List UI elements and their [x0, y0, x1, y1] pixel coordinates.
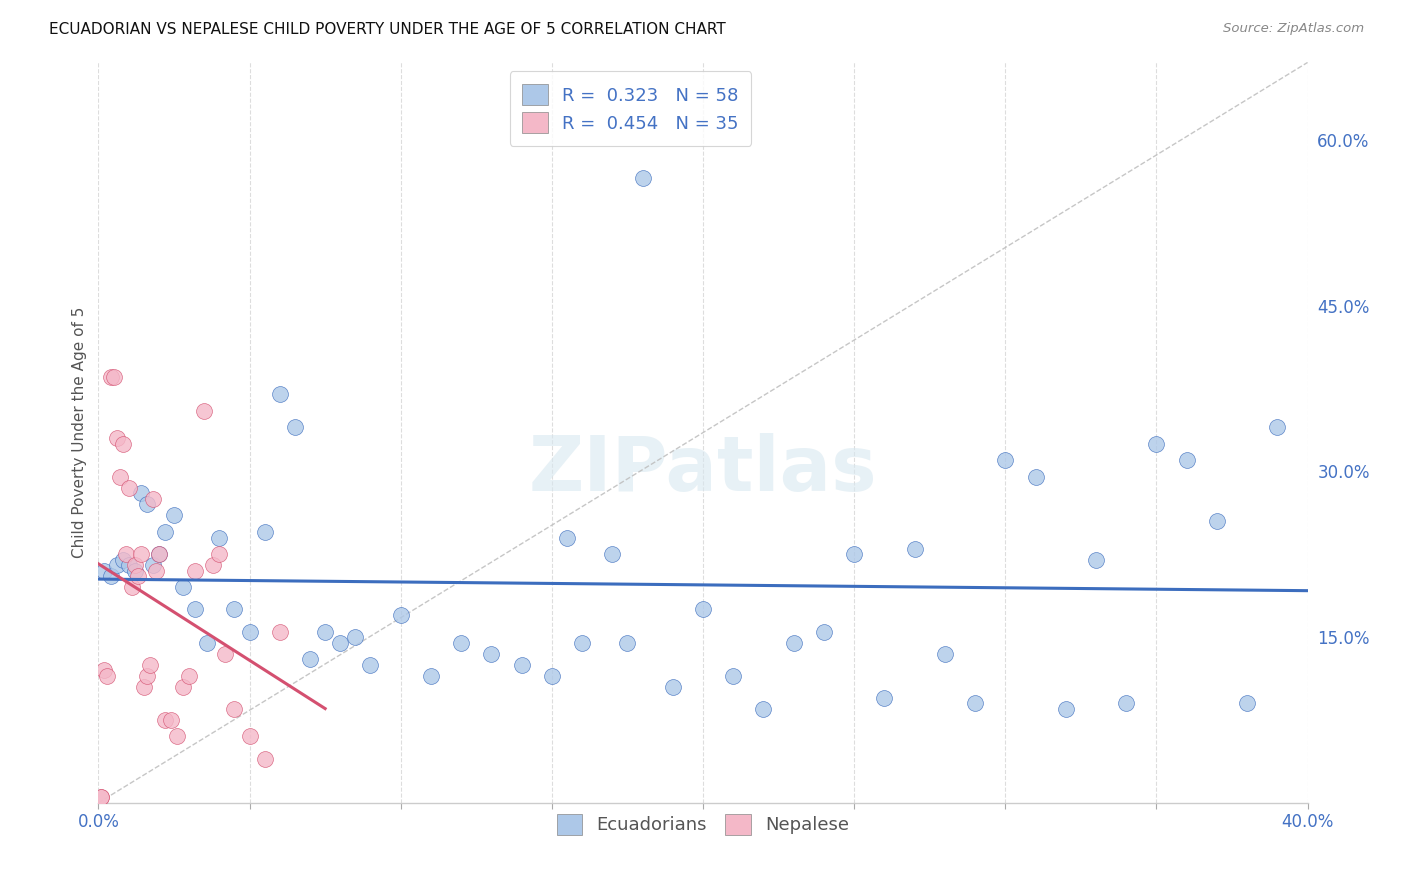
Point [284, 420, 307, 434]
Point [965, 697, 987, 711]
Point [269, 624, 291, 639]
Point [555, 531, 578, 545]
Point [1236, 697, 1258, 711]
Point [692, 602, 714, 616]
Y-axis label: Child Poverty Under the Age of 5: Child Poverty Under the Age of 5 [72, 307, 87, 558]
Point [118, 558, 141, 573]
Point [269, 387, 291, 401]
Point [153, 713, 176, 727]
Point [813, 624, 835, 639]
Point [208, 547, 231, 561]
Point [135, 669, 157, 683]
Point [873, 690, 896, 705]
Point [1144, 436, 1167, 450]
Point [179, 669, 201, 683]
Text: ZIPatlas: ZIPatlas [529, 433, 877, 507]
Point [202, 558, 225, 573]
Point [135, 498, 157, 512]
Point [571, 635, 593, 649]
Point [1175, 453, 1198, 467]
Point [142, 491, 165, 506]
Point [100, 569, 122, 583]
Point [105, 431, 128, 445]
Point [314, 624, 336, 639]
Point [93, 564, 115, 578]
Point [752, 702, 775, 716]
Point [723, 669, 745, 683]
Point [193, 403, 215, 417]
Point [139, 657, 162, 672]
Point [631, 171, 654, 186]
Point [129, 486, 152, 500]
Point [904, 541, 927, 556]
Point [93, 663, 115, 677]
Point [602, 547, 624, 561]
Point [329, 635, 352, 649]
Point [934, 647, 956, 661]
Point [389, 607, 412, 622]
Point [129, 547, 152, 561]
Legend: Ecuadorians, Nepalese: Ecuadorians, Nepalese [546, 803, 860, 846]
Point [344, 630, 367, 644]
Point [299, 652, 322, 666]
Point [481, 647, 503, 661]
Point [103, 370, 125, 384]
Point [214, 647, 236, 661]
Point [540, 669, 562, 683]
Point [208, 531, 231, 545]
Point [616, 635, 638, 649]
Point [253, 751, 276, 765]
Point [166, 730, 188, 744]
Point [1054, 702, 1077, 716]
Text: Source: ZipAtlas.com: Source: ZipAtlas.com [1223, 22, 1364, 36]
Point [111, 552, 134, 566]
Point [108, 470, 131, 484]
Point [132, 680, 155, 694]
Point [184, 602, 207, 616]
Point [121, 580, 143, 594]
Point [450, 635, 472, 649]
Point [253, 524, 276, 539]
Point [111, 436, 134, 450]
Point [96, 669, 118, 683]
Point [661, 680, 683, 694]
Point [1024, 470, 1046, 484]
Point [239, 730, 262, 744]
Point [420, 669, 443, 683]
Point [783, 635, 806, 649]
Point [239, 624, 262, 639]
Point [90, 790, 112, 805]
Point [1267, 420, 1289, 434]
Point [1085, 552, 1108, 566]
Point [360, 657, 382, 672]
Point [100, 370, 122, 384]
Point [224, 702, 246, 716]
Point [184, 564, 207, 578]
Point [142, 558, 165, 573]
Point [148, 547, 170, 561]
Point [844, 547, 866, 561]
Point [153, 524, 176, 539]
Point [124, 558, 146, 573]
Point [224, 602, 246, 616]
Point [172, 580, 194, 594]
Point [124, 564, 146, 578]
Point [90, 790, 112, 805]
Text: ECUADORIAN VS NEPALESE CHILD POVERTY UNDER THE AGE OF 5 CORRELATION CHART: ECUADORIAN VS NEPALESE CHILD POVERTY UND… [49, 22, 725, 37]
Point [172, 680, 194, 694]
Point [145, 564, 167, 578]
Point [195, 635, 218, 649]
Point [114, 547, 136, 561]
Point [105, 558, 128, 573]
Point [127, 569, 149, 583]
Point [118, 481, 141, 495]
Point [163, 508, 186, 523]
Point [1206, 514, 1229, 528]
Point [148, 547, 170, 561]
Point [160, 713, 183, 727]
Point [1115, 697, 1137, 711]
Point [510, 657, 533, 672]
Point [994, 453, 1017, 467]
